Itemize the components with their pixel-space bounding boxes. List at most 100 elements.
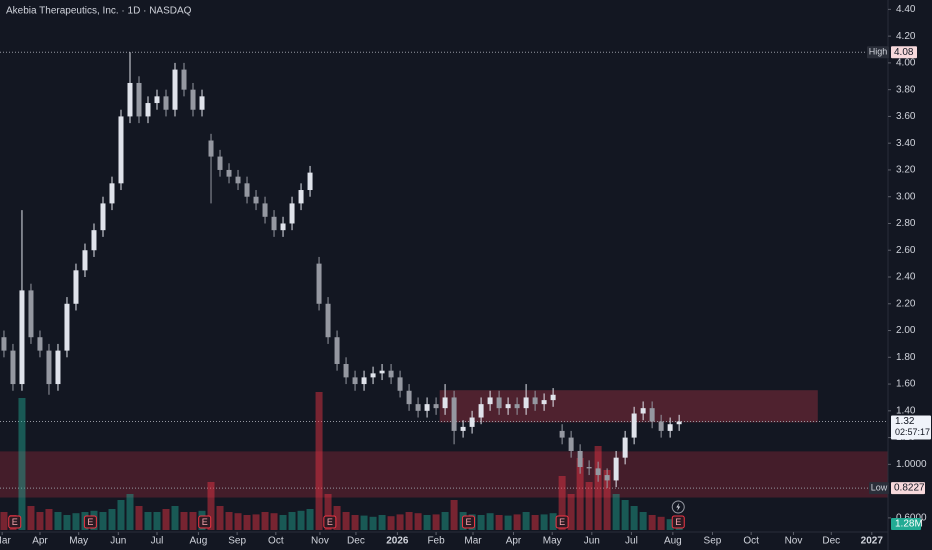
candle-body xyxy=(82,250,88,271)
candle-body xyxy=(154,96,160,104)
candle-body xyxy=(262,203,268,217)
candle-body xyxy=(307,172,313,191)
event-label: E xyxy=(465,517,471,527)
candle-body xyxy=(604,475,610,481)
volume-bar xyxy=(576,458,584,530)
candle-body xyxy=(118,116,124,184)
candle-body xyxy=(217,156,223,170)
volume-bar xyxy=(495,515,503,530)
candle-body xyxy=(559,430,565,438)
candle-body xyxy=(442,397,448,409)
volume-bar xyxy=(0,512,8,530)
candle-body xyxy=(100,203,106,231)
candle-body xyxy=(208,140,214,157)
candle-body xyxy=(28,290,34,338)
event-marker xyxy=(323,515,337,529)
x-tick-label: 2027 xyxy=(861,536,884,547)
volume-bar xyxy=(666,519,674,530)
high-tag xyxy=(867,46,889,59)
candle-body xyxy=(406,390,412,405)
candle-body xyxy=(577,450,583,468)
volume-bar xyxy=(531,515,539,530)
time-axis xyxy=(0,532,888,550)
volume-bar xyxy=(216,506,224,530)
candle-body xyxy=(487,397,493,405)
event-marker xyxy=(461,515,475,529)
volume-bar xyxy=(351,515,359,530)
low-tag-label: Low xyxy=(871,482,888,492)
volume-bar xyxy=(45,509,53,530)
candle-body xyxy=(478,404,484,418)
candle-body xyxy=(235,176,241,184)
candle-body xyxy=(253,196,259,204)
candle-body xyxy=(109,183,115,204)
candle-body xyxy=(136,82,142,117)
candle-body xyxy=(352,377,358,385)
candle-body xyxy=(199,96,205,110)
candle-body xyxy=(586,467,592,469)
candle-body xyxy=(181,69,187,90)
volume-bar xyxy=(369,516,377,530)
volume-label-box xyxy=(891,518,921,530)
volume-bar xyxy=(387,516,395,530)
volume-bar xyxy=(441,512,449,530)
volume-bar xyxy=(621,500,629,530)
y-tick-label: 4.40 xyxy=(896,4,916,15)
candle-body xyxy=(514,404,520,409)
volume-bar xyxy=(324,494,332,530)
volume-bar xyxy=(333,506,341,530)
x-tick-label: Mar xyxy=(0,536,11,547)
x-tick-label: Oct xyxy=(268,536,284,547)
candle-body xyxy=(523,397,529,409)
candle-body xyxy=(613,457,619,481)
y-tick-label: 3.80 xyxy=(896,84,916,95)
volume-label: 1.28M xyxy=(895,519,923,530)
low-tag xyxy=(869,482,889,495)
volume-bar xyxy=(378,515,386,530)
volume-bar xyxy=(594,446,602,530)
x-tick-label: May xyxy=(69,536,88,547)
event-label: E xyxy=(202,517,208,527)
event-marker xyxy=(671,515,685,529)
candle-body xyxy=(361,377,367,385)
x-tick-label: Jul xyxy=(625,536,638,547)
price-axis xyxy=(888,0,932,550)
volume-bar xyxy=(549,513,557,530)
high-value: 4.08 xyxy=(894,47,914,58)
candle-body xyxy=(595,468,601,476)
event-label: E xyxy=(327,517,333,527)
candle-body xyxy=(127,82,133,117)
x-tick-label: Nov xyxy=(311,536,329,547)
volume-bar xyxy=(639,512,647,530)
chart-title: Akebia Therapeutics, Inc. · 1D · NASDAQ xyxy=(6,6,192,17)
volume-bar xyxy=(297,510,305,530)
candle-body xyxy=(622,437,628,458)
y-tick-label: 2.20 xyxy=(896,298,916,309)
low-value-box xyxy=(891,482,925,495)
candle-body xyxy=(64,303,70,351)
x-tick-label: Jun xyxy=(584,536,600,547)
y-tick-label: 2.80 xyxy=(896,218,916,229)
candle-body xyxy=(271,216,277,231)
event-marker xyxy=(555,515,569,529)
volume-bar xyxy=(108,509,116,530)
candle-body xyxy=(640,408,646,414)
volume-bar xyxy=(135,506,143,530)
last-price: 1.32 xyxy=(895,416,915,427)
volume-bar xyxy=(540,514,548,530)
x-tick-label: Apr xyxy=(506,536,522,547)
volume-bar xyxy=(603,470,611,530)
volume-bar xyxy=(414,513,422,530)
x-tick-label: Nov xyxy=(785,536,803,547)
volume-bar xyxy=(117,500,125,530)
y-tick-label: 3.40 xyxy=(896,138,916,149)
volume-bar xyxy=(612,494,620,530)
candle-body xyxy=(496,397,502,409)
zone xyxy=(439,390,818,423)
candle-body xyxy=(73,270,79,304)
candle-body xyxy=(163,96,169,110)
candle-body xyxy=(334,337,340,364)
candle-body xyxy=(343,363,349,378)
y-tick-label: 4.00 xyxy=(896,58,916,69)
candle-body xyxy=(325,303,331,338)
